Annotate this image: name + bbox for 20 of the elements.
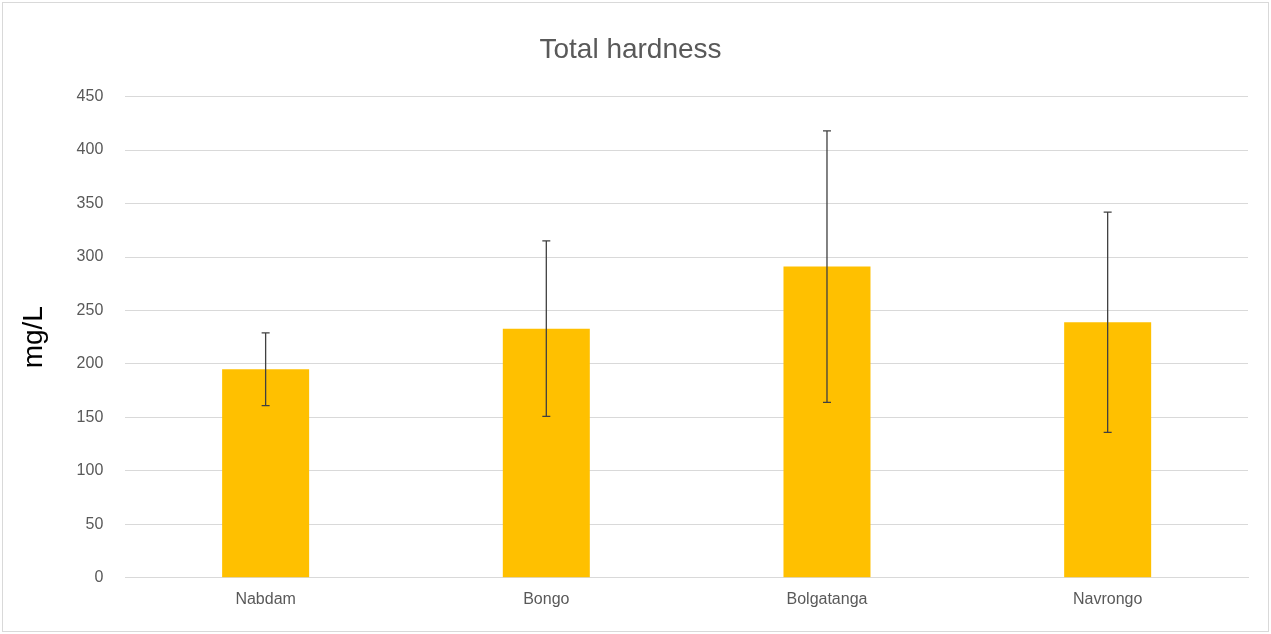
- y-axis-title: mg/L: [16, 306, 48, 369]
- x-tick-label: Nabdam: [235, 589, 296, 607]
- y-tick-label: 150: [76, 407, 104, 425]
- y-tick-label: 300: [76, 247, 104, 265]
- bar: [1064, 322, 1152, 578]
- y-tick-label: 400: [76, 140, 104, 158]
- y-tick-label: 350: [76, 193, 104, 211]
- y-tick-label: 250: [76, 300, 104, 318]
- x-tick-label: Bolgatanga: [786, 589, 868, 607]
- bar: [502, 328, 590, 578]
- x-tick-label: Bongo: [523, 589, 570, 607]
- y-tick-label: 100: [76, 461, 104, 479]
- chart-title: Total hardness: [539, 32, 722, 64]
- y-tick-label: 0: [94, 568, 104, 586]
- y-tick-label: 450: [76, 87, 104, 105]
- x-tick-label: Navrongo: [1072, 589, 1143, 607]
- bar: [222, 369, 310, 578]
- bar: [783, 266, 871, 578]
- y-tick-label: 50: [85, 514, 104, 532]
- y-tick-label: 200: [76, 354, 104, 372]
